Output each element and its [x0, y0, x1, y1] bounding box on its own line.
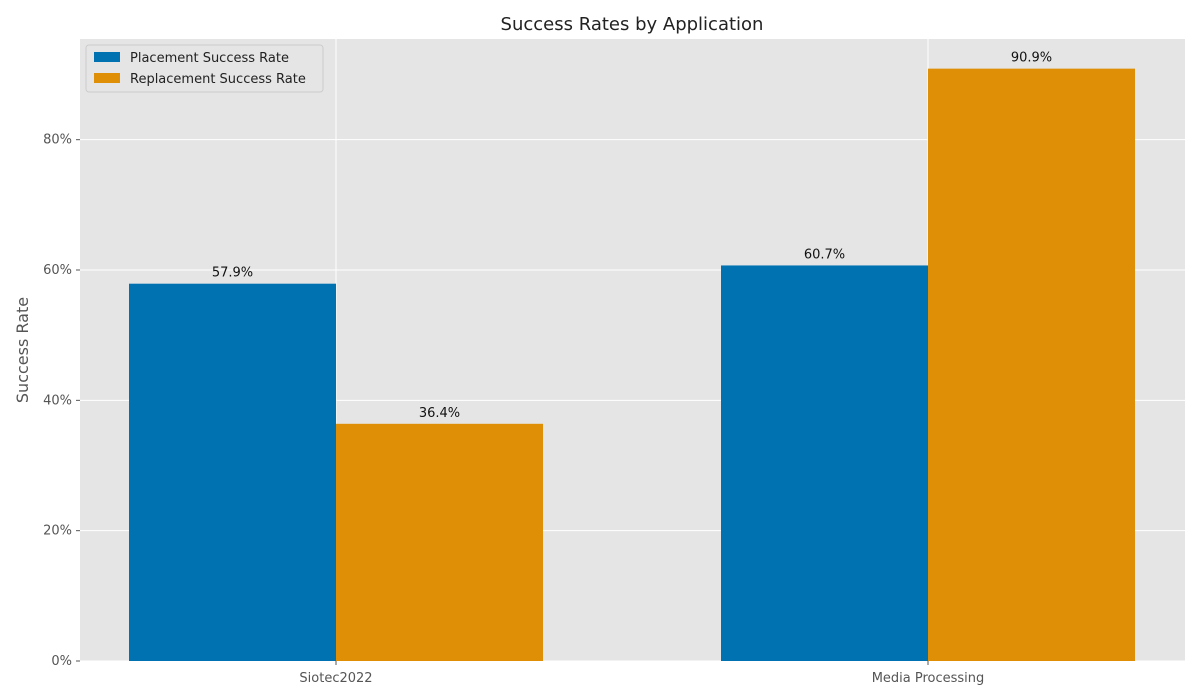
x-axis-ticks: Siotec2022 Media Processing — [299, 661, 984, 686]
y-axis-label: Success Rate — [13, 297, 32, 403]
bar-value-label: 90.9% — [1011, 51, 1052, 66]
chart-title: Success Rates by Application — [501, 14, 764, 35]
x-tick-label: Siotec2022 — [299, 671, 372, 686]
legend-swatch — [94, 52, 120, 62]
y-axis-ticks: 0% 20% 40% 60% 80% — [43, 133, 80, 669]
legend: Placement Success Rate Replacement Succes… — [85, 44, 324, 93]
legend-entry: Placement Success Rate — [130, 51, 289, 66]
bar — [928, 68, 1135, 661]
bars — [129, 68, 1135, 661]
legend-box — [85, 44, 324, 93]
bar — [721, 265, 928, 661]
bar — [129, 283, 336, 661]
bar-value-labels: 57.9% 60.7% 36.4% 90.9% — [212, 51, 1052, 421]
y-tick-label: 40% — [43, 393, 72, 408]
y-tick-label: 0% — [51, 654, 72, 669]
legend-entry: Replacement Success Rate — [130, 72, 306, 87]
y-tick-label: 80% — [43, 133, 72, 148]
y-tick-label: 60% — [43, 263, 72, 278]
bar — [336, 423, 543, 661]
x-tick-label: Media Processing — [872, 671, 985, 686]
bar-value-label: 57.9% — [212, 266, 253, 281]
bar-value-label: 36.4% — [419, 406, 460, 421]
legend-swatch — [94, 73, 120, 83]
bar-value-label: 60.7% — [804, 247, 845, 262]
y-tick-label: 20% — [43, 524, 72, 539]
